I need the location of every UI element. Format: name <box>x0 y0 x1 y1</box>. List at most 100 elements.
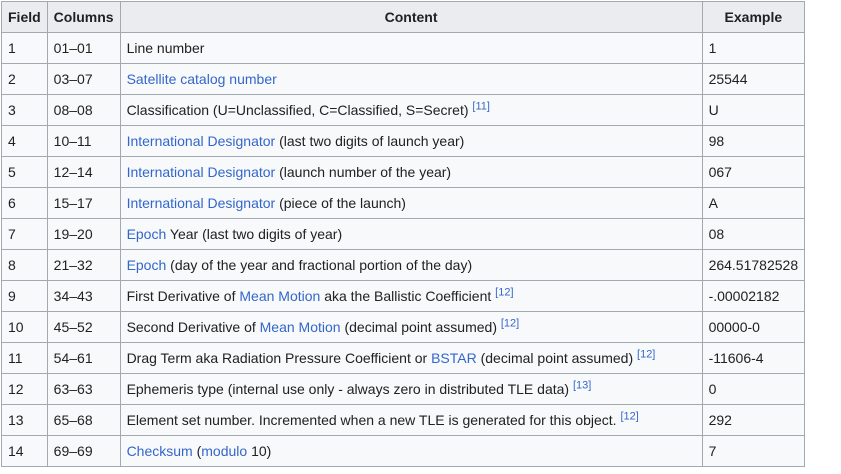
cell-columns: 34–43 <box>46 280 121 312</box>
table-row: 5 12–14 International Designator (launch n… <box>1 156 806 188</box>
cell-field: 10 <box>1 311 48 343</box>
tle-line1-table: Field Columns Content Example 1 01–01 Line… <box>1 1 806 467</box>
cell-field: 5 <box>1 156 48 188</box>
wiki-link[interactable]: Checksum <box>126 443 193 459</box>
content-text: 10) <box>247 443 272 459</box>
cell-columns: 45–52 <box>46 311 121 343</box>
table-row: 4 10–11 International Designator (last two… <box>1 125 806 157</box>
cell-content: International Designator (last two digit… <box>119 125 703 157</box>
cell-content: Ephemeris type (internal use only - alwa… <box>119 373 703 405</box>
cell-example: -11606-4 <box>701 342 806 374</box>
cell-columns: 15–17 <box>46 187 121 219</box>
header-columns[interactable]: Columns <box>46 1 121 33</box>
cell-content: Classification (U=Unclassified, C=Classi… <box>119 94 703 126</box>
wiki-link[interactable]: Mean Motion <box>259 319 341 335</box>
table-row: 8 21–32 Epoch (day of the year and fractio… <box>1 249 806 281</box>
content-text: (decimal point assumed) <box>476 350 638 366</box>
cell-field: 6 <box>1 187 48 219</box>
wiki-link[interactable]: Mean Motion <box>239 288 321 304</box>
content-text: ( <box>192 443 202 459</box>
cell-field: 3 <box>1 94 48 126</box>
citation-ref[interactable]: [12] <box>500 317 520 330</box>
table-row: 13 65–68 Element set number. Incremented w… <box>1 404 806 436</box>
wiki-link[interactable]: Epoch <box>126 257 167 273</box>
wiki-link[interactable]: International Designator <box>126 133 276 149</box>
cell-columns: 12–14 <box>46 156 121 188</box>
cell-content: Epoch (day of the year and fractional po… <box>119 249 703 281</box>
cell-field: 8 <box>1 249 48 281</box>
table-row: 9 34–43 First Derivative of Mean Motion ak… <box>1 280 806 312</box>
citation-ref[interactable]: [13] <box>572 379 592 392</box>
cell-content: Drag Term aka Radiation Pressure Coeffic… <box>119 342 703 374</box>
citation-ref[interactable]: [12] <box>620 410 639 423</box>
cell-example: 98 <box>701 125 806 157</box>
table-row: 3 08–08 Classification (U=Unclassified, C=… <box>1 94 806 126</box>
header-example[interactable]: Example <box>701 1 806 33</box>
content-text: Classification (U=Unclassified, C=Classi… <box>126 102 473 118</box>
cell-content: International Designator (piece of the l… <box>119 187 703 219</box>
content-text: Second Derivative of <box>126 319 260 335</box>
cell-example: 264.51782528 <box>701 249 806 281</box>
cell-field: 2 <box>1 63 48 95</box>
content-text: (launch number of the year) <box>275 164 452 180</box>
cell-example: 08 <box>701 218 806 250</box>
header-content[interactable]: Content <box>119 1 703 33</box>
cell-example: 00000-0 <box>701 311 806 343</box>
cell-field: 13 <box>1 404 48 436</box>
cell-content: Line number <box>119 32 703 64</box>
citation-ref[interactable]: [12] <box>637 348 656 361</box>
content-text: Year (last two digits of year) <box>166 226 343 242</box>
content-text: (piece of the launch) <box>275 195 406 211</box>
table-row: 7 19–20 Epoch Year (last two digits of yea… <box>1 218 806 250</box>
cell-example: U <box>701 94 806 126</box>
wiki-link[interactable]: modulo <box>201 443 248 459</box>
citation-ref[interactable]: [11] <box>472 100 490 113</box>
wiki-link[interactable]: BSTAR <box>431 350 477 366</box>
cell-example: 0 <box>701 373 806 405</box>
cell-columns: 54–61 <box>46 342 121 374</box>
content-text: Line number <box>126 40 205 56</box>
cell-field: 12 <box>1 373 48 405</box>
cell-example: 25544 <box>701 63 806 95</box>
citation-ref[interactable]: [12] <box>495 286 514 299</box>
cell-columns: 21–32 <box>46 249 121 281</box>
cell-columns: 01–01 <box>46 32 121 64</box>
header-field[interactable]: Field <box>1 1 48 33</box>
table-row: 14 69–69 Checksum (modulo 10) 7 <box>1 435 806 467</box>
content-text: Drag Term aka Radiation Pressure Coeffic… <box>126 350 432 366</box>
cell-field: 14 <box>1 435 48 467</box>
cell-field: 7 <box>1 218 48 250</box>
cell-example: 292 <box>701 404 806 436</box>
cell-example: 1 <box>701 32 806 64</box>
content-text: Element set number. Incremented when a n… <box>126 412 621 428</box>
content-text: (decimal point assumed) <box>340 319 501 335</box>
wiki-link[interactable]: Epoch <box>126 226 167 242</box>
table-row: 2 03–07 Satellite catalog number 25544 <box>1 63 806 95</box>
cell-columns: 63–63 <box>46 373 121 405</box>
table-row: 6 15–17 International Designator (piece of… <box>1 187 806 219</box>
cell-content: Epoch Year (last two digits of year) <box>119 218 703 250</box>
table-row: 1 01–01 Line number 1 <box>1 32 806 64</box>
wiki-link[interactable]: International Designator <box>126 164 276 180</box>
cell-example: -.00002182 <box>701 280 806 312</box>
cell-columns: 19–20 <box>46 218 121 250</box>
cell-content: First Derivative of Mean Motion aka the … <box>119 280 703 312</box>
cell-columns: 65–68 <box>46 404 121 436</box>
table-row: 12 63–63 Ephemeris type (internal use only… <box>1 373 806 405</box>
cell-columns: 10–11 <box>46 125 121 157</box>
cell-content: International Designator (launch number … <box>119 156 703 188</box>
wiki-link[interactable]: Satellite catalog number <box>126 71 277 87</box>
cell-example: 067 <box>701 156 806 188</box>
table-row: 10 45–52 Second Derivative of Mean Motion … <box>1 311 806 343</box>
cell-field: 4 <box>1 125 48 157</box>
cell-field: 11 <box>1 342 48 374</box>
cell-content: Satellite catalog number <box>119 63 703 95</box>
cell-example: A <box>701 187 806 219</box>
content-text: First Derivative of <box>126 288 240 304</box>
cell-content: Second Derivative of Mean Motion (decima… <box>119 311 703 343</box>
cell-content: Checksum (modulo 10) <box>119 435 703 467</box>
cell-columns: 69–69 <box>46 435 121 467</box>
content-text: (day of the year and fractional portion … <box>166 257 473 273</box>
content-text: Ephemeris type (internal use only - alwa… <box>126 381 573 397</box>
wiki-link[interactable]: International Designator <box>126 195 276 211</box>
